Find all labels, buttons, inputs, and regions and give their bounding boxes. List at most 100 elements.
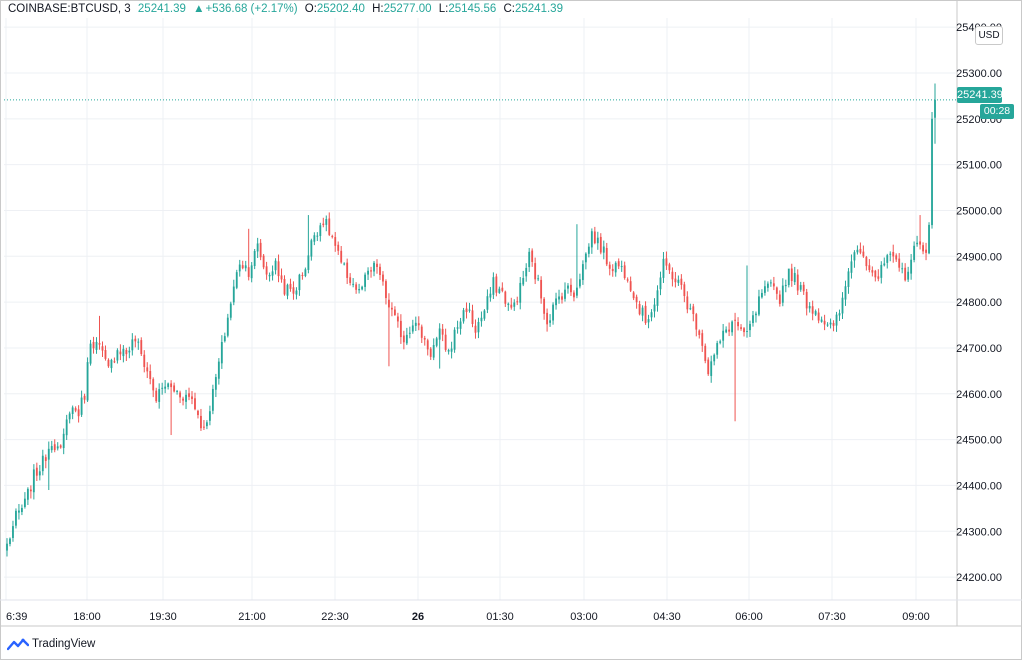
candle-body: [44, 457, 47, 461]
candle-body: [587, 246, 590, 254]
candle-body: [447, 350, 450, 352]
candle-body: [244, 265, 247, 269]
candle-body: [146, 367, 149, 372]
candle-body: [334, 237, 337, 246]
candle-body: [635, 296, 638, 303]
candle-body: [814, 311, 817, 315]
candle-body: [429, 348, 432, 357]
candle-body: [769, 282, 772, 284]
brand-name: TradingView: [32, 638, 96, 650]
candle-body: [755, 313, 757, 316]
candle-body: [382, 274, 384, 282]
candle-body: [599, 236, 602, 253]
candle-body: [504, 291, 507, 304]
candle-body: [456, 327, 459, 329]
candle-body: [379, 266, 381, 275]
candle-body: [411, 325, 414, 332]
candle-body: [790, 268, 793, 282]
legend-change: +536.68 (+2.17%): [205, 3, 298, 15]
candle-body: [555, 298, 557, 306]
candle-body: [319, 225, 322, 236]
candle-body: [444, 334, 447, 350]
candle-body: [501, 287, 504, 291]
tradingview-logo-icon: [7, 638, 29, 650]
candle-body: [53, 444, 56, 451]
candle-body: [462, 310, 465, 322]
candle-body: [373, 262, 375, 272]
candle-body: [95, 341, 98, 350]
candle-body: [6, 543, 8, 551]
candle-body: [752, 315, 754, 324]
candle-body: [59, 445, 62, 448]
candle-body: [925, 249, 927, 253]
candle-body: [519, 282, 522, 303]
candle-body: [83, 395, 86, 400]
candle-body: [623, 265, 626, 279]
time-tick-label: 04:30: [653, 611, 681, 623]
candle-body: [441, 328, 444, 335]
candle-body: [850, 261, 853, 273]
candle-body: [605, 247, 608, 265]
candle-body: [274, 260, 277, 271]
price-tick-label: 24800.00: [956, 297, 1002, 309]
time-tick-label: 06:00: [735, 611, 763, 623]
currency-button[interactable]: USD: [975, 26, 1003, 45]
candle-body: [453, 329, 456, 350]
candle-body: [883, 263, 886, 266]
legend-symbol[interactable]: COINBASE:BTCUSD, 3: [8, 3, 131, 15]
price-tick-label: 25100.00: [956, 160, 1002, 172]
candle-body: [644, 305, 647, 324]
candle-body: [743, 328, 745, 333]
tradingview-logo[interactable]: TradingView: [7, 636, 95, 652]
candle-body: [23, 498, 26, 507]
candle-body: [901, 268, 904, 270]
candle-body: [47, 448, 50, 460]
candle-body: [20, 507, 23, 513]
candle-body: [295, 290, 298, 295]
candle-body: [710, 361, 713, 376]
candle-body: [459, 321, 462, 329]
candle-body: [689, 308, 692, 310]
candle-body: [101, 346, 104, 351]
candle-body: [125, 349, 128, 355]
candle-body: [608, 264, 611, 269]
time-tick-label: 09:00: [902, 611, 930, 623]
candle-body: [185, 394, 187, 402]
candle-body: [205, 422, 208, 427]
time-tick-label: 01:30: [486, 611, 514, 623]
candle-body: [584, 253, 587, 263]
candle-body: [531, 250, 534, 262]
candle-body: [761, 292, 763, 298]
candle-body: [161, 387, 164, 389]
candle-body: [913, 245, 916, 260]
candle-body: [662, 258, 665, 278]
candle-body: [534, 263, 537, 280]
price-tick-label: 24400.00: [956, 480, 1002, 492]
time-axis[interactable]: 6:39 18:00 19:30 21:00 22:30 26 01:30 03:00 04:3…: [6, 611, 930, 623]
candle-body: [307, 255, 310, 270]
candle-body: [725, 329, 728, 333]
candle-body: [393, 309, 396, 315]
candle-body: [164, 386, 167, 389]
candle-body: [590, 231, 593, 248]
candle-body: [92, 341, 95, 349]
candle-body: [271, 271, 274, 276]
candle-body: [889, 253, 892, 255]
price-axis[interactable]: 25400.0025300.0025200.0025100.0025000.00…: [956, 22, 1002, 584]
candle-body: [671, 271, 674, 280]
candle-body: [361, 286, 364, 290]
candle-body: [859, 248, 862, 253]
legend-close-value: 25241.39: [515, 3, 563, 15]
time-tick-label: 18:00: [73, 611, 101, 623]
candle-body: [829, 322, 832, 325]
candle-body: [62, 433, 65, 449]
legend-high-label: H:: [372, 3, 384, 15]
candle-body: [716, 343, 719, 355]
candle-body: [820, 319, 823, 322]
candle-body: [737, 322, 739, 327]
candle-body: [352, 283, 355, 285]
price-tick-label: 24600.00: [956, 389, 1002, 401]
time-tick-label: 26: [412, 611, 424, 623]
